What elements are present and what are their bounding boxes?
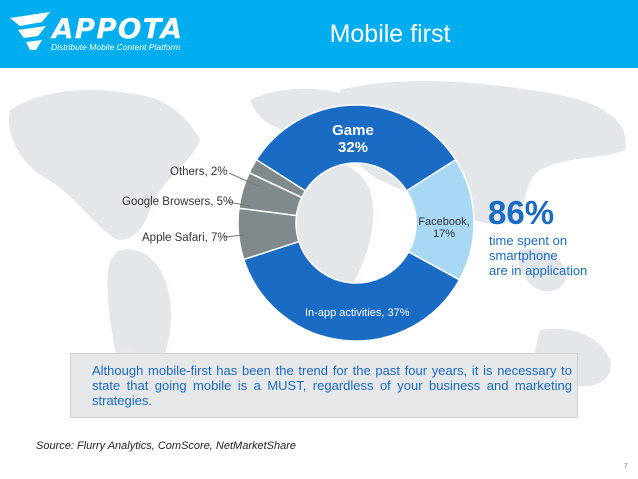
slice-label-in-app: In-app activities, 37% — [305, 307, 410, 319]
donut-slice-2 — [242, 240, 461, 342]
leader-line-google-browsers — [227, 201, 251, 207]
slice-label-facebook: Facebook, 17% — [414, 216, 474, 240]
slice-value-facebook: 17% — [432, 228, 456, 240]
note-pointer — [118, 345, 136, 354]
logo-wordmark: APPOTA — [52, 12, 184, 45]
logo-tagline: Distribute Mobile Content Platform — [51, 42, 181, 52]
slice-label-game: Game 32% — [318, 122, 388, 156]
donut-slice-5 — [248, 158, 307, 199]
page-title: Mobile first — [329, 20, 451, 48]
leader-line-apple-safari — [223, 234, 245, 238]
header-bar: APPOTA Distribute Mobile Content Platfor… — [0, 0, 638, 68]
slice-label-apple-safari: Apple Safari, 7% — [142, 232, 228, 244]
note-text: Although mobile-first has been the trend… — [92, 363, 572, 408]
page-number: 7 — [624, 463, 628, 470]
highlight-line-2: smartphone — [489, 248, 558, 263]
slice-label-others: Others, 2% — [170, 166, 228, 178]
leader-line-others — [228, 172, 259, 187]
highlight-description: time spent on smartphone are in applicat… — [489, 233, 587, 278]
slice-value-game: 32% — [337, 139, 369, 156]
donut-slice-0 — [255, 104, 457, 192]
highlight-percentage: 86% — [488, 194, 555, 231]
highlight-line-3: are in application — [489, 263, 588, 278]
note-box — [70, 353, 578, 418]
appota-logo: APPOTA Distribute Mobile Content Platfor… — [0, 0, 200, 68]
appota-bird-icon — [10, 12, 50, 50]
source-citation: Source: Flurry Analytics, ComScore, NetM… — [36, 440, 297, 452]
highlight-line-1: time spent on — [489, 233, 568, 248]
slice-label-google-browsers: Google Browsers, 5% — [122, 196, 234, 208]
